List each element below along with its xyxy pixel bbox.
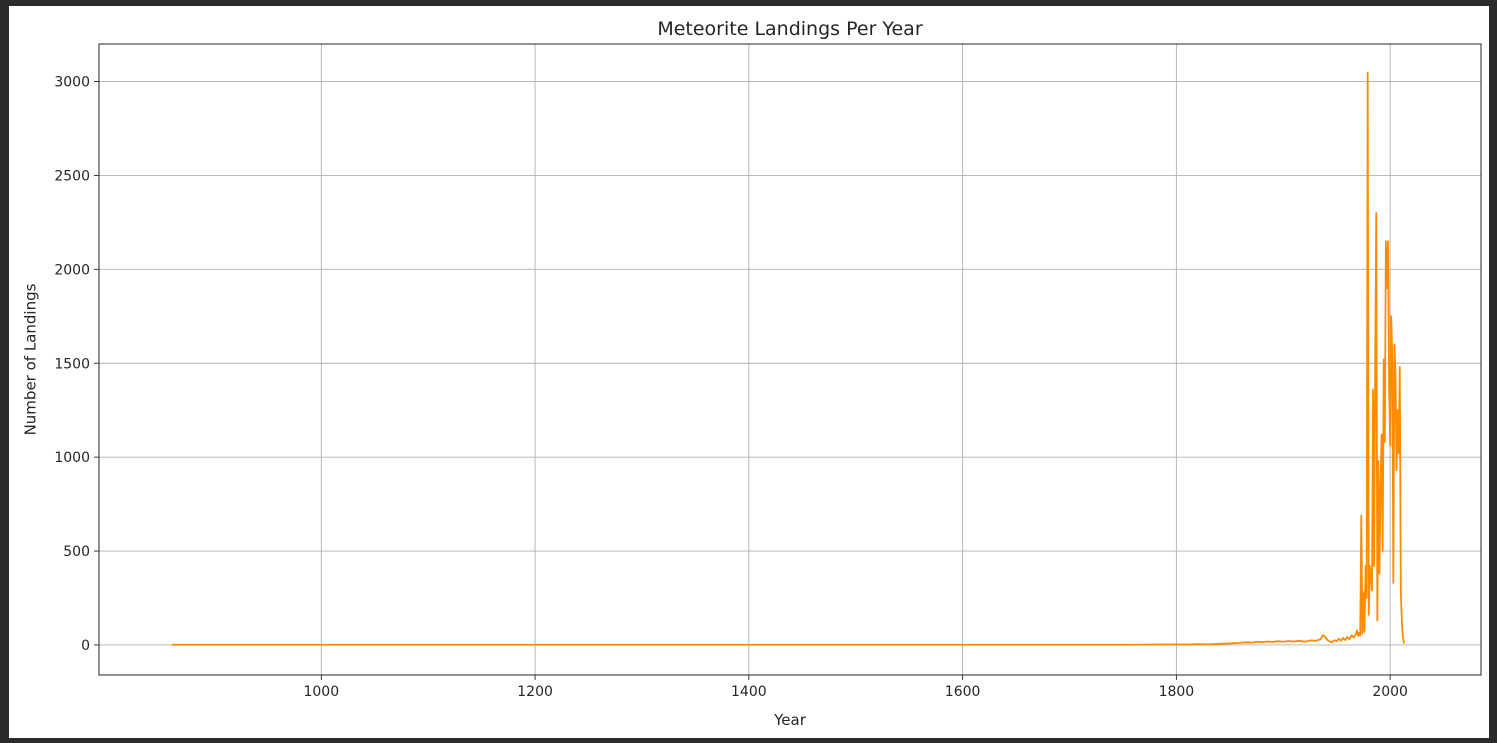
y-axis-title: Number of Landings xyxy=(22,283,40,435)
y-tick-label: 0 xyxy=(81,638,90,654)
grid-lines xyxy=(99,44,1481,675)
series-line-0 xyxy=(171,72,1405,646)
x-tick-label: 1000 xyxy=(303,684,339,700)
x-tick-label: 1200 xyxy=(517,684,553,700)
x-tick-label: 1800 xyxy=(1159,684,1195,700)
y-tick-label: 2000 xyxy=(54,262,90,278)
series-layer xyxy=(171,72,1405,646)
axes-frame xyxy=(98,43,1482,676)
x-axis-title: Year xyxy=(773,711,807,729)
axis-ticks: 1000 1200 1400 1600 1800 2000 0 500 1000 1500 2000… xyxy=(54,75,1408,700)
x-tick-label: 1400 xyxy=(731,684,767,700)
line-chart: 1000 1200 1400 1600 1800 2000 0 500 1000 1500 2000… xyxy=(22,18,1482,729)
y-tick-label: 3000 xyxy=(54,75,90,91)
y-tick-label: 500 xyxy=(63,544,90,560)
chart-title: Meteorite Landings Per Year xyxy=(657,18,923,40)
y-tick-label: 2500 xyxy=(54,168,90,184)
y-tick-label: 1000 xyxy=(54,450,90,466)
figure: 1000 1200 1400 1600 1800 2000 0 500 1000 1500 2000… xyxy=(9,6,1489,738)
x-tick-label: 2000 xyxy=(1372,684,1408,700)
y-tick-label: 1500 xyxy=(54,356,90,372)
x-tick-label: 1600 xyxy=(945,684,981,700)
